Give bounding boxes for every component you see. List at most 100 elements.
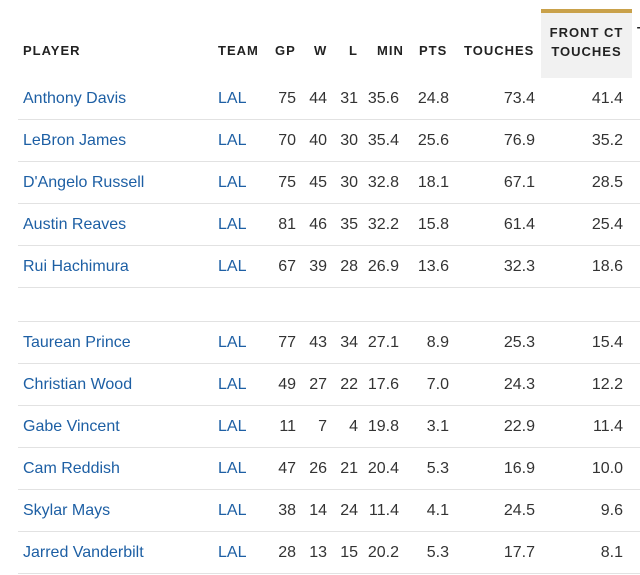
cell-min: 20.2 — [367, 544, 399, 561]
team-link[interactable]: LAL — [218, 502, 247, 519]
cell-touches: 16.9 — [503, 460, 535, 477]
team-link[interactable]: LAL — [218, 544, 247, 561]
cell-front-ct-touches: 12.2 — [591, 376, 623, 393]
team-link[interactable]: LAL — [218, 258, 247, 275]
cell-l: 37 — [327, 305, 358, 306]
cell-w: 39 — [309, 258, 327, 275]
team-link[interactable]: LAL — [218, 174, 247, 191]
header-gp[interactable]: GP — [275, 43, 296, 58]
player-name-link[interactable]: Gabe Vincent — [23, 418, 120, 435]
row-divider — [18, 489, 640, 490]
header-player[interactable]: PLAYER — [23, 43, 81, 58]
player-name-link[interactable]: LeBron James — [23, 132, 127, 149]
cell-pts: 18.1 — [417, 174, 449, 191]
player-name-link[interactable]: Cam Reddish — [23, 460, 120, 477]
team-link[interactable]: LAL — [218, 90, 247, 107]
team-link[interactable]: LAL — [218, 305, 246, 306]
cell-w: 7 — [318, 418, 327, 435]
team-link[interactable]: LAL — [218, 334, 247, 351]
player-name-link[interactable]: Jarred Vanderbilt — [23, 544, 144, 561]
player-name-link[interactable]: D'Angelo Russell — [23, 174, 145, 191]
cell-gp: 28 — [278, 544, 296, 561]
cell-l: 22 — [340, 376, 358, 393]
cell-min: 35.6 — [367, 90, 399, 107]
table-row: Cam Reddish LAL 47 26 21 20.4 5.3 16.9 10.0 — [0, 448, 640, 490]
row-divider — [18, 447, 640, 448]
cell-w: 45 — [309, 174, 327, 191]
player-name-link[interactable]: Skylar Mays — [23, 502, 111, 519]
header-l[interactable]: L — [349, 43, 358, 58]
cell-touches: 24.3 — [503, 376, 535, 393]
cell-min: 20.9 — [358, 305, 399, 306]
player-name-link[interactable]: Christian Wood — [23, 376, 133, 393]
cell-pts: 10.5 — [399, 305, 449, 306]
cell-touches: 61.4 — [503, 216, 535, 233]
table-row: Christian Wood LAL 49 27 22 17.6 7.0 24.3 12.2 — [0, 364, 640, 406]
row-divider — [18, 531, 640, 532]
cell-pts: 4.1 — [426, 502, 449, 519]
cell-min: 17.6 — [367, 376, 399, 393]
cell-front-ct-touches: 11.4 — [593, 418, 623, 435]
cell-l: 34 — [340, 334, 358, 351]
cell-w: 39 — [296, 305, 327, 306]
cell-gp: 38 — [278, 502, 296, 519]
cell-l: 21 — [340, 460, 358, 477]
player-name-link[interactable]: Taurean Prince — [23, 334, 131, 351]
cell-front-ct-touches: 35.2 — [591, 132, 623, 149]
row-divider — [18, 203, 640, 204]
team-link[interactable]: LAL — [218, 376, 247, 393]
player-name-link[interactable]: Austin Reaves — [23, 216, 127, 233]
cell-l: 30 — [340, 132, 358, 149]
cell-pts: 25.6 — [417, 132, 449, 149]
cell-gp: 75 — [278, 90, 296, 107]
header-front-ct-line1: FRONT CT — [549, 25, 624, 40]
team-link[interactable]: LAL — [218, 216, 247, 233]
header-team[interactable]: TEAM — [218, 43, 259, 58]
cell-touches: 47.1 — [449, 305, 535, 306]
team-link[interactable]: LAL — [218, 132, 247, 149]
cell-l: 28 — [340, 258, 358, 275]
cell-front-ct-touches: 15.4 — [591, 334, 623, 351]
header-next-column-cut[interactable]: T — [637, 22, 640, 42]
header-front-ct-line2: TOUCHES — [551, 44, 622, 59]
player-name-link[interactable]: Anthony Davis — [23, 90, 127, 107]
cell-gp: 81 — [278, 216, 296, 233]
table-row: Anthony Davis LAL 75 44 31 35.6 24.8 73.4 41.4 — [0, 78, 640, 120]
table-row: D'Angelo Russell LAL 75 45 30 32.8 18.1 67.1 28.… — [0, 162, 640, 204]
team-link[interactable]: LAL — [218, 460, 247, 477]
cell-gp: 76 — [262, 305, 296, 306]
row-divider — [18, 245, 640, 246]
header-w[interactable]: W — [314, 43, 328, 58]
header-min[interactable]: MIN — [377, 43, 404, 58]
cell-pts: 8.9 — [426, 334, 449, 351]
table-row: LeBron James LAL 70 40 30 35.4 25.6 76.9 35.2 — [0, 120, 640, 162]
table-header: PLAYER TEAM GP W L MIN PTS TOUCHES FRONT… — [0, 0, 640, 78]
header-touches[interactable]: TOUCHES — [464, 43, 535, 58]
cell-min: 20.4 — [367, 460, 399, 477]
row-divider — [18, 321, 640, 322]
cell-min: 11.4 — [369, 502, 399, 519]
row-divider — [18, 405, 640, 406]
cell-l: 30 — [340, 174, 358, 191]
cell-front-ct-touches: 28.5 — [591, 174, 623, 191]
cell-pts: 24.8 — [417, 90, 449, 107]
table-row: Spencer Dinwiddie LAL 76393720.910.547.1 16… — [0, 288, 640, 322]
cell-pts: 13.6 — [417, 258, 449, 275]
cell-gp: 67 — [278, 258, 296, 275]
cell-w: 14 — [309, 502, 327, 519]
row-divider — [18, 363, 640, 364]
header-pts[interactable]: PTS — [419, 43, 448, 58]
cell-front-ct-touches: 41.4 — [591, 90, 623, 107]
cell-w: 40 — [309, 132, 327, 149]
table-row: Jarred Vanderbilt LAL 28 13 15 20.2 5.3 17.7 8.1 — [0, 532, 640, 574]
player-name-link[interactable]: Spencer Dinwiddie — [23, 305, 156, 306]
header-front-ct-touches[interactable]: FRONT CT TOUCHES — [541, 23, 632, 61]
player-name-link[interactable]: Rui Hachimura — [23, 258, 129, 275]
cell-pts: 5.3 — [426, 544, 449, 561]
row-divider — [18, 119, 640, 120]
cell-pts: 3.1 — [426, 418, 449, 435]
cell-w: 44 — [309, 90, 327, 107]
cell-w: 43 — [309, 334, 327, 351]
cell-l: 35 — [340, 216, 358, 233]
team-link[interactable]: LAL — [218, 418, 247, 435]
